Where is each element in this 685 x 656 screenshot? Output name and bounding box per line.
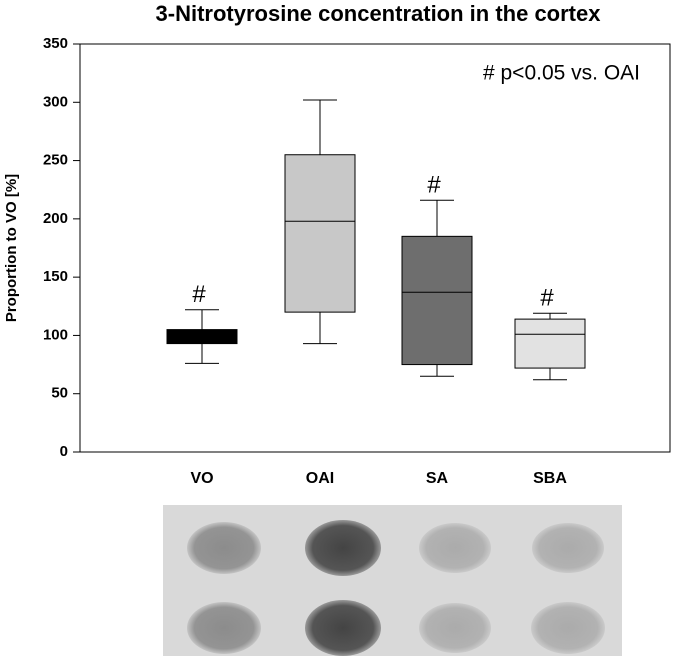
plot-frame <box>79 43 671 453</box>
significance-mark: # <box>427 172 441 199</box>
y-tick-label: 300 <box>43 93 68 110</box>
y-tick-label: 350 <box>43 35 68 52</box>
box <box>401 235 473 366</box>
dot-blot <box>163 505 622 656</box>
box <box>166 329 238 345</box>
y-tick-label: 250 <box>43 152 68 169</box>
y-tick-label: 50 <box>51 385 68 402</box>
y-tick-label: 150 <box>43 268 68 285</box>
chart-title: 3-Nitrotyrosine concentration in the cor… <box>156 1 602 26</box>
x-tick-label: VO <box>190 470 213 487</box>
y-tick-label: 200 <box>43 210 68 227</box>
x-tick-label: SBA <box>533 470 567 487</box>
box <box>284 154 356 313</box>
significance-mark: # <box>540 285 554 312</box>
y-tick-label: 0 <box>60 443 68 460</box>
x-tick-label: OAI <box>306 470 334 487</box>
box <box>514 318 586 369</box>
y-tick-label: 100 <box>43 326 68 343</box>
x-tick-label: SA <box>426 470 449 487</box>
y-axis-label: Proportion to VO [%] <box>3 174 20 322</box>
significance-mark: # <box>192 281 206 308</box>
annotation: # p<0.05 vs. OAI <box>483 62 640 85</box>
